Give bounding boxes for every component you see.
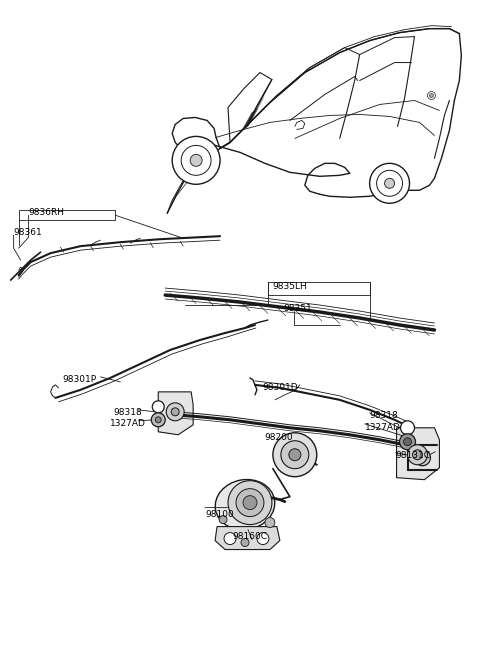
Circle shape [265,517,275,527]
Circle shape [219,515,227,523]
Polygon shape [252,98,264,119]
Circle shape [152,401,164,413]
Circle shape [155,417,161,422]
Circle shape [404,438,411,446]
Text: 1327AD: 1327AD [110,419,146,428]
Circle shape [273,433,317,477]
Text: 98318: 98318 [113,408,142,417]
Text: 98351: 98351 [283,304,312,313]
Polygon shape [158,392,193,435]
Circle shape [228,481,272,525]
Circle shape [415,450,431,466]
Text: 98301D: 98301D [262,383,298,392]
Circle shape [289,449,301,460]
Circle shape [408,445,428,464]
Text: 98160C: 98160C [232,532,267,540]
Text: 98301P: 98301P [62,375,96,384]
Circle shape [419,454,426,462]
Circle shape [281,441,309,469]
Circle shape [384,178,395,188]
Circle shape [370,163,409,203]
Ellipse shape [215,479,275,530]
Text: 98361: 98361 [13,228,42,237]
Circle shape [224,533,236,544]
Circle shape [181,145,211,176]
Circle shape [399,434,416,450]
Text: 98200: 98200 [264,433,292,441]
Circle shape [166,403,184,421]
Text: 1327AD: 1327AD [365,422,400,432]
Text: 98100: 98100 [205,510,234,519]
Circle shape [243,496,257,510]
Text: 9835LH: 9835LH [272,282,307,291]
Polygon shape [215,527,280,550]
Circle shape [151,413,165,427]
Circle shape [412,450,422,460]
Circle shape [428,92,435,100]
Text: 9836RH: 9836RH [29,208,65,217]
Circle shape [171,408,179,416]
Polygon shape [396,428,439,479]
Circle shape [236,489,264,517]
Circle shape [400,421,415,435]
Circle shape [190,155,202,166]
Circle shape [172,136,220,184]
Text: 98131C: 98131C [396,451,431,460]
Circle shape [377,170,403,196]
Circle shape [430,94,433,98]
Polygon shape [242,109,258,130]
Circle shape [257,533,269,544]
Text: 98318: 98318 [370,411,398,420]
FancyBboxPatch shape [164,408,188,422]
Circle shape [241,538,249,546]
